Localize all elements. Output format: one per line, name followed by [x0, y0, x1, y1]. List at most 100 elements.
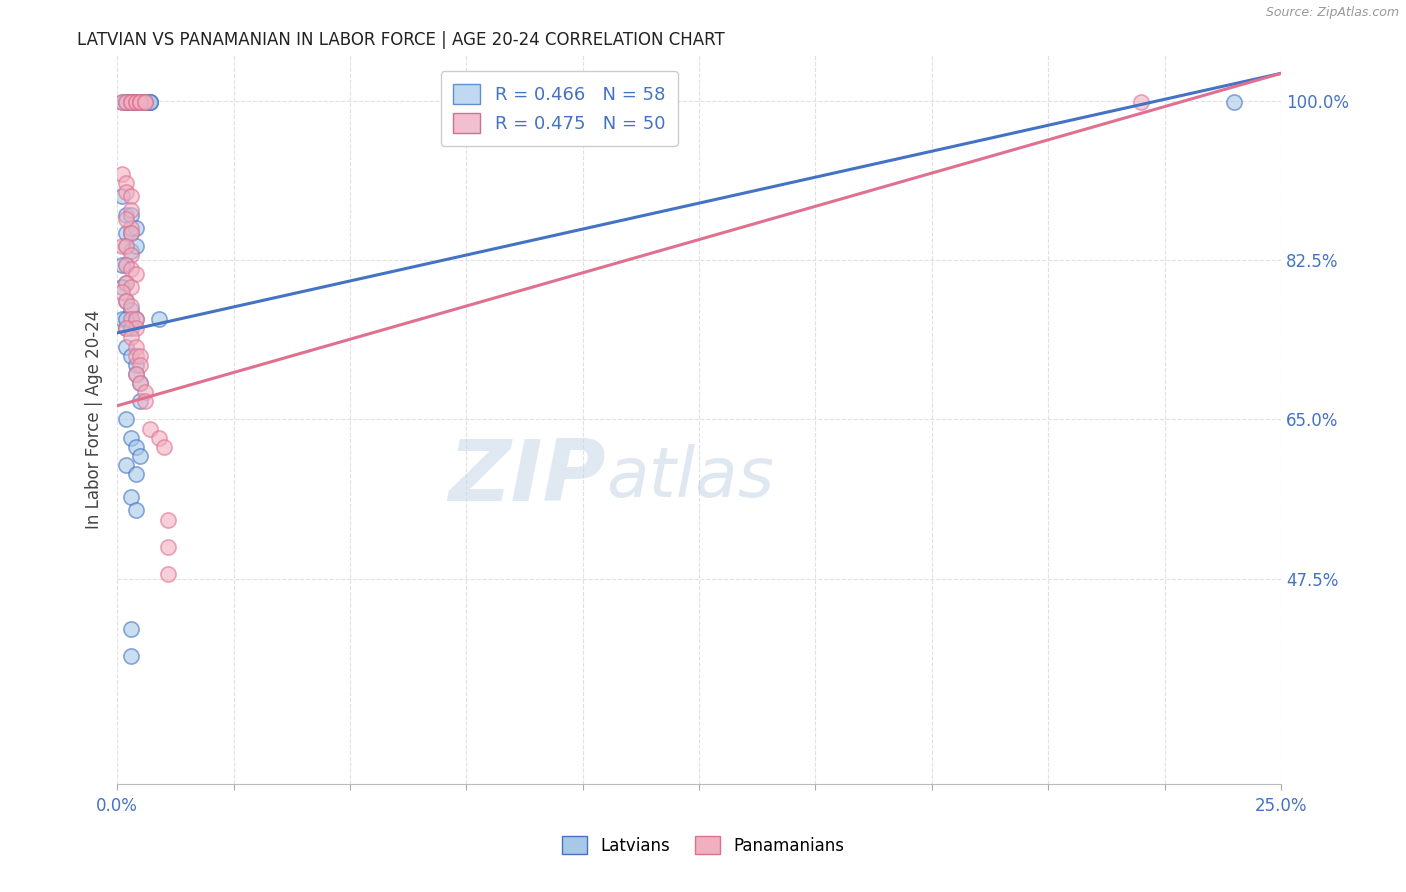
Point	[115, 276, 138, 290]
Point	[129, 394, 152, 409]
Point	[120, 248, 142, 262]
Point	[125, 239, 148, 253]
Point	[139, 95, 162, 109]
Point	[129, 95, 152, 109]
Point	[115, 239, 138, 253]
Point	[115, 212, 138, 227]
Point	[125, 321, 148, 335]
Point	[1130, 95, 1153, 109]
Point	[111, 239, 134, 253]
Point	[115, 321, 138, 335]
Text: atlas: atlas	[606, 444, 773, 511]
Point	[115, 207, 138, 221]
Point	[139, 95, 162, 109]
Point	[120, 303, 142, 318]
Point	[129, 95, 152, 109]
Point	[134, 95, 156, 109]
Point	[148, 431, 170, 445]
Point	[1223, 95, 1246, 109]
Point	[125, 95, 148, 109]
Point	[120, 95, 142, 109]
Point	[157, 567, 180, 582]
Point	[134, 95, 156, 109]
Point	[115, 340, 138, 354]
Point	[125, 503, 148, 517]
Point	[125, 440, 148, 454]
Point	[125, 95, 148, 109]
Point	[129, 358, 152, 372]
Point	[120, 312, 142, 326]
Point	[125, 358, 148, 372]
Point	[120, 207, 142, 221]
Point	[120, 244, 142, 258]
Point	[115, 276, 138, 290]
Point	[120, 299, 142, 313]
Point	[115, 176, 138, 190]
Point	[120, 321, 142, 335]
Point	[120, 95, 142, 109]
Point	[125, 367, 148, 381]
Point	[125, 340, 148, 354]
Point	[120, 280, 142, 294]
Point	[134, 385, 156, 400]
Legend: Latvians, Panamanians: Latvians, Panamanians	[555, 830, 851, 862]
Point	[139, 95, 162, 109]
Point	[129, 95, 152, 109]
Point	[111, 189, 134, 203]
Point	[120, 649, 142, 664]
Point	[139, 421, 162, 435]
Point	[115, 185, 138, 199]
Point	[115, 258, 138, 272]
Point	[134, 95, 156, 109]
Point	[115, 95, 138, 109]
Point	[120, 95, 142, 109]
Text: ZIP: ZIP	[449, 436, 606, 519]
Point	[129, 95, 152, 109]
Point	[125, 349, 148, 363]
Point	[157, 540, 180, 554]
Text: Source: ZipAtlas.com: Source: ZipAtlas.com	[1265, 6, 1399, 20]
Point	[120, 431, 142, 445]
Point	[125, 221, 148, 235]
Text: 25.0%: 25.0%	[1254, 797, 1308, 815]
Legend: R = 0.466   N = 58, R = 0.475   N = 50: R = 0.466 N = 58, R = 0.475 N = 50	[440, 71, 678, 145]
Point	[115, 412, 138, 426]
Point	[115, 293, 138, 308]
Point	[111, 95, 134, 109]
Point	[115, 312, 138, 326]
Point	[129, 376, 152, 390]
Point	[120, 262, 142, 277]
Point	[115, 321, 138, 335]
Point	[125, 95, 148, 109]
Point	[129, 95, 152, 109]
Point	[115, 458, 138, 472]
Point	[115, 239, 138, 253]
Point	[129, 449, 152, 463]
Text: 0.0%: 0.0%	[96, 797, 138, 815]
Text: LATVIAN VS PANAMANIAN IN LABOR FORCE | AGE 20-24 CORRELATION CHART: LATVIAN VS PANAMANIAN IN LABOR FORCE | A…	[77, 31, 725, 49]
Point	[120, 189, 142, 203]
Point	[120, 95, 142, 109]
Point	[111, 258, 134, 272]
Point	[115, 95, 138, 109]
Point	[125, 95, 148, 109]
Point	[115, 258, 138, 272]
Point	[129, 95, 152, 109]
Point	[157, 512, 180, 526]
Point	[134, 394, 156, 409]
Point	[120, 202, 142, 217]
Point	[125, 95, 148, 109]
Point	[120, 95, 142, 109]
Point	[125, 312, 148, 326]
Y-axis label: In Labor Force | Age 20-24: In Labor Force | Age 20-24	[86, 310, 103, 529]
Point	[125, 467, 148, 481]
Point	[120, 221, 142, 235]
Point	[120, 330, 142, 344]
Point	[111, 312, 134, 326]
Point	[134, 95, 156, 109]
Point	[152, 440, 174, 454]
Point	[115, 95, 138, 109]
Point	[120, 622, 142, 636]
Point	[120, 226, 142, 240]
Point	[120, 490, 142, 504]
